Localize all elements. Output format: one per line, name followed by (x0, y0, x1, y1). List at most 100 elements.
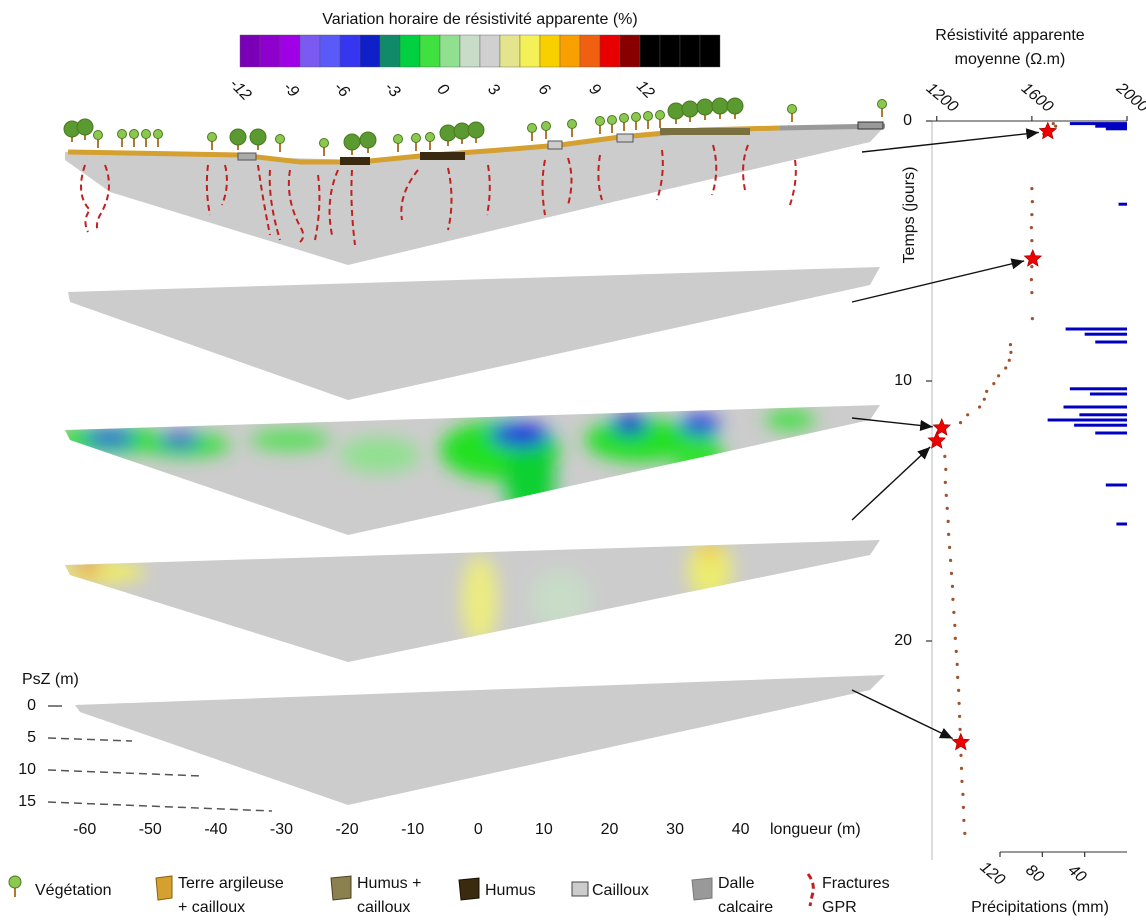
arrow (851, 417, 933, 432)
colorbar-cell (359, 34, 381, 68)
precip-bar (1069, 387, 1127, 391)
resistivity-dot (958, 421, 963, 425)
tree-crown (129, 129, 139, 139)
colorbar-cell (699, 34, 721, 68)
resistivity-dot (1007, 358, 1011, 362)
fracture (742, 144, 749, 191)
tree-crown (607, 115, 617, 125)
resistivity-dot (945, 506, 949, 510)
legend-label: cailloux (357, 899, 410, 916)
star-marker (1038, 121, 1058, 140)
legend-label: calcaire (718, 899, 773, 916)
colorbar-cell (459, 34, 481, 68)
tree-crown (467, 121, 485, 139)
x-tick-label: 10 (535, 821, 553, 838)
resistivity-dot (955, 662, 959, 667)
fracture (541, 159, 546, 216)
colorbar-tick-label: -9 (280, 79, 302, 101)
tree-crown (393, 134, 403, 144)
resistivity-dot (1009, 350, 1013, 354)
arrow (851, 446, 931, 521)
ts-x-label: moyenne (Ω.m) (955, 51, 1066, 68)
star-marker (1023, 249, 1043, 267)
precip-bar (1089, 392, 1127, 396)
resistivity-dot (1051, 122, 1055, 126)
fracture (314, 174, 321, 241)
x-tick-label: -50 (139, 821, 162, 838)
pebble-patch (616, 133, 634, 143)
resistivity-dot (1054, 124, 1058, 128)
precip-tick-label: 120 (976, 859, 1007, 889)
fracture (656, 149, 664, 201)
resistivity-dot (1030, 265, 1034, 269)
precip-bar (1105, 127, 1127, 131)
colorbar-cell (519, 34, 541, 68)
resistivity-dot (943, 480, 947, 484)
resistivity-dot (943, 454, 947, 458)
colorbar-cell (619, 34, 641, 68)
depth-tick-label: 5 (27, 729, 36, 746)
colorbar-cell (479, 34, 501, 68)
ts-x-tick-label: 2000 (1112, 79, 1146, 116)
tree-crown (696, 98, 714, 116)
colorbar-cell (499, 34, 521, 68)
x-tick-label: -10 (401, 821, 424, 838)
ts-y-tick-label: 0 (903, 112, 912, 129)
star-marker (932, 418, 952, 436)
resistivity-dot (954, 649, 958, 654)
fracture (268, 169, 281, 241)
resistivity-dot (959, 753, 963, 758)
tree-crown (359, 131, 377, 149)
section-4-anomalies (65, 540, 732, 645)
legend-icon (155, 875, 173, 901)
resistivity-dot (947, 532, 951, 537)
resistivity-dot (946, 519, 950, 524)
resistivity-dot (956, 675, 960, 680)
tree-crown (681, 100, 699, 118)
ts-x-tick-label: 1600 (1018, 80, 1056, 116)
legend-icon (458, 877, 480, 901)
fracture (486, 164, 491, 216)
precip-bar (1118, 202, 1127, 206)
arrow (851, 258, 1025, 303)
depth-tick-label: 0 (27, 697, 36, 714)
resistivity-dot (953, 623, 957, 628)
x-axis-label: longueur (m) (770, 821, 861, 838)
tree-crown (877, 99, 887, 109)
tree-crown (207, 132, 217, 142)
resistivity-dot (1030, 200, 1034, 204)
colorbar-cell (319, 34, 341, 68)
legend-label: Végétation (35, 882, 112, 899)
pebble-patch (547, 140, 563, 150)
fracture (205, 164, 211, 216)
tree-crown (655, 110, 665, 120)
resistivity-dot (996, 374, 1001, 378)
x-tick-label: 20 (601, 821, 619, 838)
depth-tick-label: 10 (18, 761, 36, 778)
x-tick-label: -60 (73, 821, 96, 838)
precip-bar (1069, 122, 1127, 126)
colorbar-cell (539, 34, 561, 68)
resistivity-dot (1029, 226, 1034, 230)
tree-crown (319, 138, 329, 148)
colorbar-tick-label: -3 (381, 79, 403, 101)
colorbar-tick-label: 6 (535, 81, 553, 99)
tree-crown (425, 132, 435, 142)
resistivity-dot (957, 701, 961, 706)
precip-bar (1095, 431, 1127, 435)
resistivity-dot (958, 727, 962, 732)
colorbar-cell (399, 34, 421, 68)
tree-crown (643, 111, 653, 121)
colorbar-cell (279, 34, 301, 68)
precip-bar (1079, 413, 1127, 417)
legend-label: Terre argileuse (178, 875, 284, 892)
ts-y-tick-label: 20 (894, 632, 912, 649)
colorbar-cell (299, 34, 321, 68)
tree-crown (275, 134, 285, 144)
fracture (80, 164, 92, 233)
precip-tick-label: 80 (1022, 862, 1047, 887)
resistivity-dot (1030, 239, 1034, 243)
tree-crown (711, 97, 729, 115)
resistivity-dot (1008, 343, 1013, 347)
tree-crown (93, 130, 103, 140)
